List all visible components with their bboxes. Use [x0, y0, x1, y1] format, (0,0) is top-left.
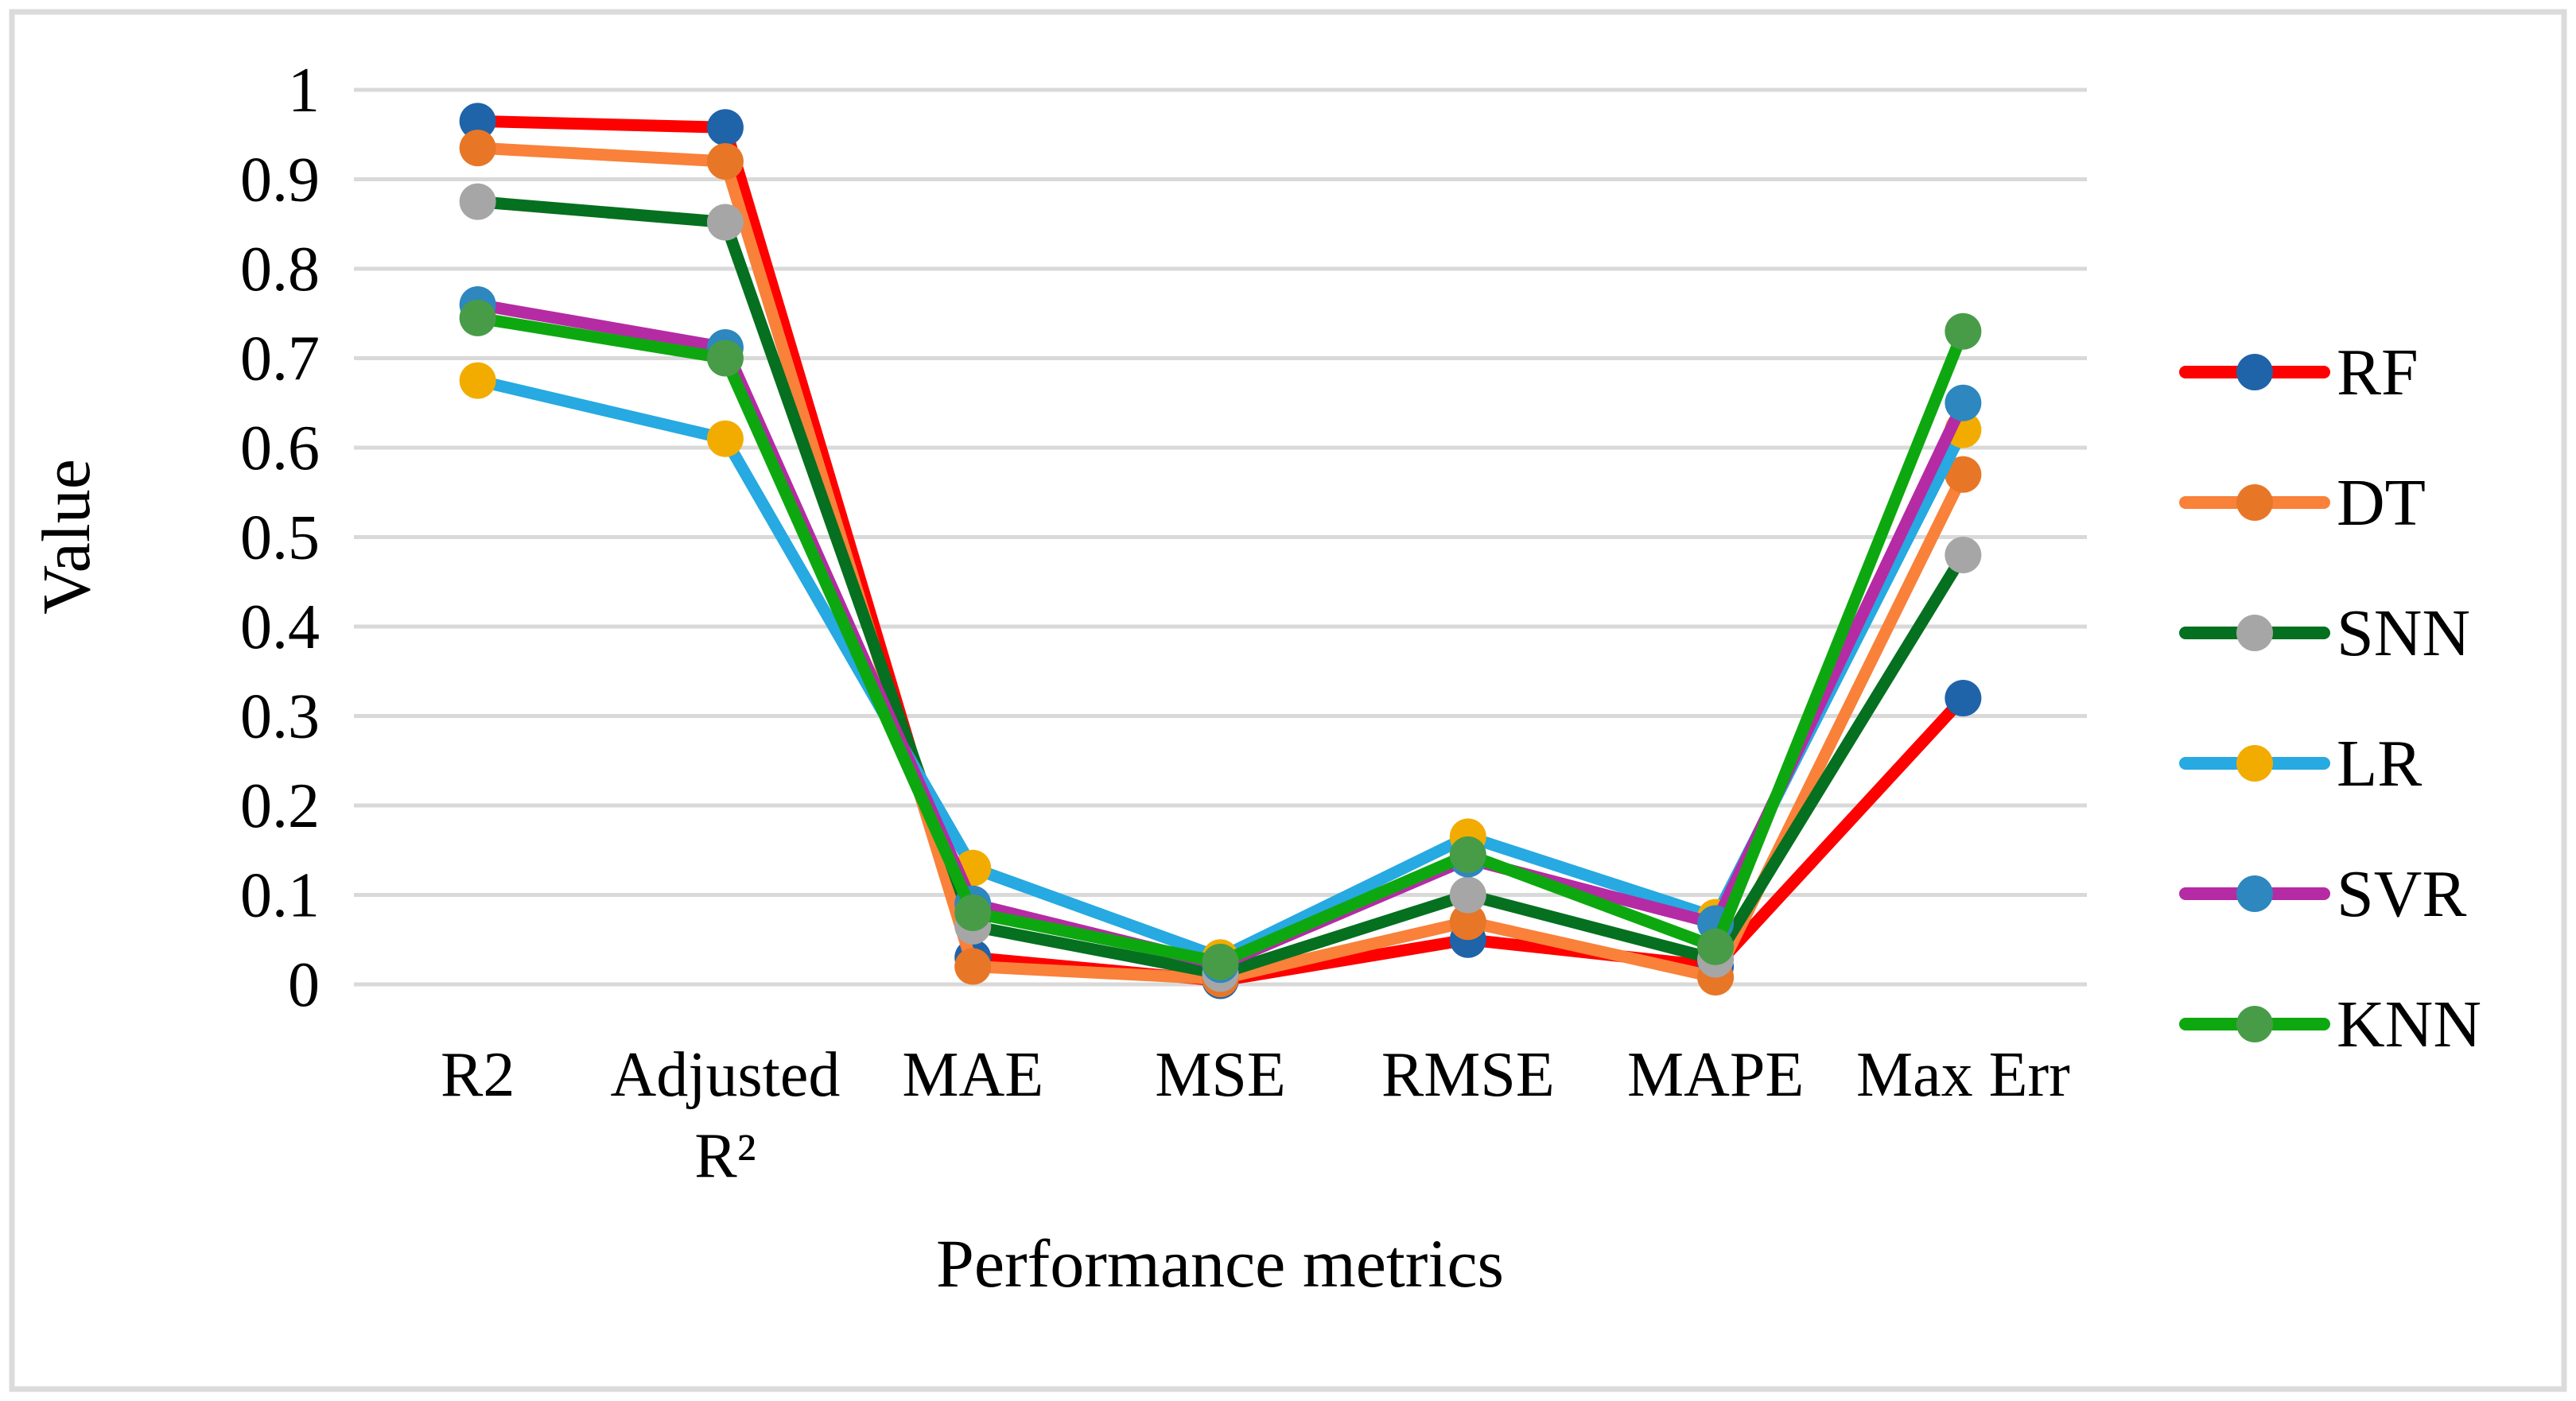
legend-marker-RF — [2236, 354, 2273, 390]
legend-item-SVR: SVR — [2179, 857, 2466, 931]
marker-KNN-2 — [954, 895, 992, 931]
marker-LR-1 — [706, 420, 744, 457]
marker-SNN-0 — [459, 183, 496, 220]
y-tick-label-0.3: 0.3 — [240, 682, 320, 752]
legend-label-KNN: KNN — [2337, 988, 2481, 1061]
marker-DT-4 — [1449, 903, 1486, 941]
x-axis-title: Performance metrics — [936, 1225, 1504, 1302]
legend-label-SVR: SVR — [2337, 857, 2466, 931]
x-tick-label-adjusted-r²: R² — [694, 1121, 756, 1191]
gridlines — [354, 87, 2087, 987]
x-tick-label-rmse: RMSE — [1381, 1040, 1555, 1110]
marker-RF-0 — [459, 103, 496, 140]
x-tick-label-r2: R2 — [441, 1040, 515, 1110]
y-tick-label-0.6: 0.6 — [240, 413, 320, 483]
marker-RF-6 — [1945, 680, 1982, 716]
marker-SNN-6 — [1945, 537, 1982, 573]
marker-KNN-3 — [1202, 943, 1239, 980]
legend: RF DT SNN LR SVR KNN — [2179, 336, 2481, 1061]
legend-marker-SNN — [2236, 615, 2273, 651]
series-lines-and-markers — [459, 103, 1982, 999]
y-axis-title: Value — [28, 459, 104, 615]
y-tick-label-0.4: 0.4 — [240, 592, 320, 662]
legend-marker-KNN — [2236, 1006, 2273, 1042]
axis-tick-labels: 1 0.9 0.8 0.7 0.6 0.5 0.4 0.3 0.2 0.1 0 R2 Adjusted R… — [240, 56, 2070, 1191]
y-tick-label-0.9: 0.9 — [240, 146, 320, 215]
figure-border — [9, 9, 2567, 1392]
legend-item-RF: RF — [2179, 336, 2419, 409]
x-tick-label-max-err: Max Err — [1856, 1040, 2070, 1110]
y-tick-label-0: 0 — [288, 950, 320, 1020]
x-tick-label-adjusted-r²: Adjusted — [610, 1040, 840, 1110]
marker-LR-0 — [459, 362, 496, 399]
legend-item-SNN: SNN — [2179, 596, 2470, 670]
marker-KNN-5 — [1697, 928, 1735, 965]
marker-DT-0 — [459, 130, 496, 167]
marker-KNN-1 — [706, 340, 744, 377]
marker-SNN-4 — [1449, 876, 1486, 914]
y-tick-label-0.7: 0.7 — [240, 324, 320, 394]
legend-label-DT: DT — [2337, 466, 2426, 540]
legend-item-KNN: KNN — [2179, 988, 2481, 1061]
legend-item-DT: DT — [2179, 466, 2426, 540]
legend-marker-DT — [2236, 484, 2273, 521]
legend-marker-SVR — [2236, 875, 2273, 912]
y-tick-label-0.1: 0.1 — [240, 861, 320, 931]
legend-marker-LR — [2236, 745, 2273, 782]
legend-item-LR: LR — [2179, 727, 2422, 801]
x-tick-label-mape: MAPE — [1627, 1040, 1804, 1110]
y-tick-label-0.8: 0.8 — [240, 235, 320, 305]
x-tick-label-mse: MSE — [1155, 1040, 1286, 1110]
y-tick-label-0.2: 0.2 — [240, 771, 320, 841]
marker-DT-6 — [1945, 456, 1982, 493]
marker-KNN-6 — [1945, 312, 1982, 350]
x-tick-label-mae: MAE — [902, 1040, 1043, 1110]
marker-SNN-1 — [706, 204, 744, 241]
y-tick-label-0.5: 0.5 — [240, 503, 320, 573]
legend-label-SNN: SNN — [2337, 596, 2470, 670]
marker-SVR-6 — [1945, 384, 1982, 421]
legend-label-RF: RF — [2337, 336, 2419, 409]
marker-RF-1 — [706, 109, 744, 146]
marker-KNN-4 — [1449, 836, 1486, 873]
legend-label-LR: LR — [2337, 727, 2422, 801]
marker-KNN-0 — [459, 299, 496, 336]
marker-DT-2 — [954, 948, 992, 985]
y-tick-label-1: 1 — [288, 56, 320, 126]
marker-DT-1 — [706, 143, 744, 180]
